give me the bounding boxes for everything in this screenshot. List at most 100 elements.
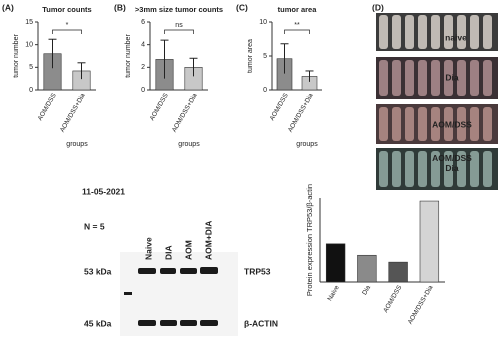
- colon-strip: [418, 15, 427, 49]
- x-tick-label: AOM/DSS: [382, 284, 403, 314]
- panel-label: (D): [372, 2, 384, 12]
- photo-label: Dia: [445, 72, 459, 82]
- bar: [325, 243, 346, 283]
- y-axis-label: Protein expression TRP53/β-actin: [305, 184, 314, 296]
- significance-bracket: [164, 29, 194, 34]
- significance-bracket: [52, 29, 82, 34]
- colon-strip: [470, 151, 479, 187]
- y-axis-label: tumor area: [247, 39, 254, 73]
- colon-strip: [392, 60, 401, 96]
- y-tick-label: 15: [25, 19, 33, 26]
- y-tick-label: 0: [141, 87, 145, 94]
- blot-bands: [124, 267, 218, 326]
- significance: **: [294, 22, 300, 29]
- colon-strip: [470, 15, 479, 49]
- colon-strip: [444, 15, 453, 49]
- x-tick-label: AOM/DSS: [37, 92, 58, 122]
- bar: [357, 254, 377, 283]
- x-tick-label: AOM/DSS+Dia: [407, 284, 435, 326]
- x-axis-label: groups: [296, 141, 318, 148]
- significance-bracket: [284, 29, 310, 34]
- error-bar: [160, 39, 169, 79]
- colon-strip: [457, 107, 466, 141]
- colon-strip: [392, 151, 401, 187]
- colon-strip: [418, 107, 427, 141]
- chart-title: Tumor counts: [42, 5, 91, 14]
- colon-strip: [483, 15, 492, 49]
- photo-label: naive: [445, 32, 467, 42]
- chart-title: tumor area: [278, 5, 318, 14]
- error-bar: [189, 57, 198, 77]
- x-axis-label: groups: [66, 141, 88, 148]
- colon-strip: [431, 151, 440, 187]
- blot-membrane: [120, 252, 238, 336]
- blot-lane: AOM: [183, 240, 193, 260]
- y-tick-label: 10: [259, 19, 267, 26]
- blot-size: 53 kDa: [84, 266, 112, 276]
- colon-strip: [444, 151, 453, 187]
- chart-title: >3mm size tumor counts: [135, 5, 223, 14]
- y-tick-label: 5: [263, 53, 267, 60]
- significance: *: [66, 22, 69, 29]
- x-tick-label: AOM/DSS+Dia: [59, 92, 87, 134]
- x-tick-label: AOM/DSS: [149, 92, 170, 122]
- blot-date: 11-05-2021: [82, 186, 125, 196]
- y-axis-label: tumor number: [13, 34, 20, 78]
- colon-strip: [470, 107, 479, 141]
- y-tick-label: 0: [29, 87, 33, 94]
- significance: ns: [175, 22, 183, 29]
- x-tick-label: Naive: [326, 284, 341, 302]
- blot-n: N = 5: [84, 221, 105, 231]
- photo-label: AOM/DSS Dia: [432, 153, 472, 173]
- error-bar: [77, 62, 86, 80]
- photo-label: AOM/DSS: [432, 119, 472, 129]
- blot-size: 45 kDa: [84, 318, 112, 328]
- y-tick-label: 2: [141, 64, 145, 71]
- error-bar: [48, 38, 57, 69]
- colon-strip: [392, 107, 401, 141]
- blot-protein: β-ACTIN: [244, 318, 278, 328]
- panel-label: (B): [114, 2, 126, 12]
- colon-strip: [418, 60, 427, 96]
- colon-strip: [457, 151, 466, 187]
- colon-strip: [405, 107, 414, 141]
- colon-strip: [405, 151, 414, 187]
- colon-strip: [444, 107, 453, 141]
- colon-strip: [470, 60, 479, 96]
- colon-strip: [379, 60, 388, 96]
- y-axis-label: tumor number: [125, 34, 132, 78]
- colon-strip: [405, 60, 414, 96]
- colon-strip: [418, 151, 427, 187]
- colon-strip: [379, 15, 388, 49]
- x-tick-label: AOM/DSS+Dia: [287, 92, 315, 134]
- y-tick-label: 0: [263, 87, 267, 94]
- x-axis-label: groups: [178, 141, 200, 148]
- colon-strip: [457, 15, 466, 49]
- colon-strip: [444, 60, 453, 96]
- blot-protein: TRP53: [244, 266, 271, 276]
- colon-strip: [392, 15, 401, 49]
- x-tick-label: Dia: [361, 284, 372, 296]
- error-bar: [280, 43, 289, 74]
- colon-strip: [431, 60, 440, 96]
- panel-label: (C): [236, 2, 248, 12]
- error-bar: [305, 70, 314, 82]
- bar: [388, 261, 408, 283]
- x-tick-label: AOM/DSS+Dia: [171, 92, 199, 134]
- colon-strip: [431, 15, 440, 49]
- colon-strip: [483, 107, 492, 141]
- bar: [419, 200, 440, 283]
- y-tick-label: 4: [141, 42, 145, 49]
- panel-label: (A): [2, 2, 14, 12]
- colon-strip: [431, 107, 440, 141]
- x-tick-label: AOM/DSS: [269, 92, 290, 122]
- blot-lane: Naive: [143, 237, 153, 260]
- colon-strips: [379, 15, 492, 187]
- blot-lane: AOM+DIA: [203, 221, 213, 260]
- blot-lane: DIA: [163, 245, 173, 260]
- y-tick-label: 5: [29, 64, 33, 71]
- colon-strip: [483, 151, 492, 187]
- colon-strip: [457, 60, 466, 96]
- y-tick-label: 10: [25, 42, 33, 49]
